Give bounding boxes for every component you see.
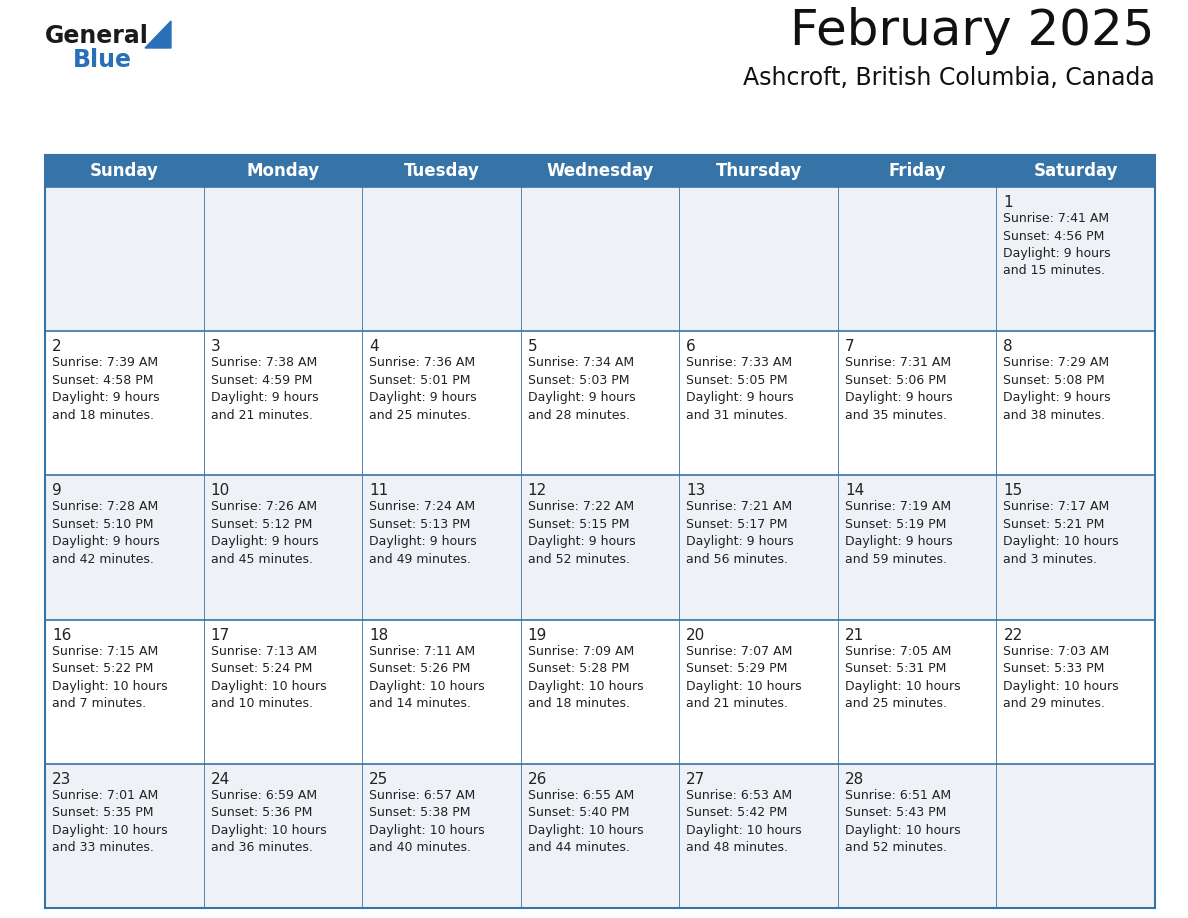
Bar <box>45 764 1155 908</box>
Text: Sunrise: 7:39 AM
Sunset: 4:58 PM
Daylight: 9 hours
and 18 minutes.: Sunrise: 7:39 AM Sunset: 4:58 PM Dayligh… <box>52 356 159 421</box>
Text: 9: 9 <box>52 484 62 498</box>
Text: Sunrise: 7:38 AM
Sunset: 4:59 PM
Daylight: 9 hours
and 21 minutes.: Sunrise: 7:38 AM Sunset: 4:59 PM Dayligh… <box>210 356 318 421</box>
Text: February 2025: February 2025 <box>790 7 1155 55</box>
Text: Ashcroft, British Columbia, Canada: Ashcroft, British Columbia, Canada <box>744 66 1155 90</box>
Text: 3: 3 <box>210 339 220 354</box>
Text: Sunrise: 7:28 AM
Sunset: 5:10 PM
Daylight: 9 hours
and 42 minutes.: Sunrise: 7:28 AM Sunset: 5:10 PM Dayligh… <box>52 500 159 565</box>
Text: Sunrise: 7:03 AM
Sunset: 5:33 PM
Daylight: 10 hours
and 29 minutes.: Sunrise: 7:03 AM Sunset: 5:33 PM Dayligh… <box>1004 644 1119 711</box>
Text: Sunday: Sunday <box>90 162 159 180</box>
Text: Sunrise: 7:11 AM
Sunset: 5:26 PM
Daylight: 10 hours
and 14 minutes.: Sunrise: 7:11 AM Sunset: 5:26 PM Dayligh… <box>369 644 485 711</box>
Text: Sunrise: 6:59 AM
Sunset: 5:36 PM
Daylight: 10 hours
and 36 minutes.: Sunrise: 6:59 AM Sunset: 5:36 PM Dayligh… <box>210 789 327 855</box>
Text: 7: 7 <box>845 339 854 354</box>
Text: General: General <box>45 24 148 48</box>
Text: Sunrise: 7:24 AM
Sunset: 5:13 PM
Daylight: 9 hours
and 49 minutes.: Sunrise: 7:24 AM Sunset: 5:13 PM Dayligh… <box>369 500 476 565</box>
Text: 8: 8 <box>1004 339 1013 354</box>
Text: 11: 11 <box>369 484 388 498</box>
Text: 13: 13 <box>687 484 706 498</box>
Text: 19: 19 <box>527 628 548 643</box>
Text: 21: 21 <box>845 628 864 643</box>
Text: Sunrise: 6:57 AM
Sunset: 5:38 PM
Daylight: 10 hours
and 40 minutes.: Sunrise: 6:57 AM Sunset: 5:38 PM Dayligh… <box>369 789 485 855</box>
Text: 12: 12 <box>527 484 546 498</box>
Text: 20: 20 <box>687 628 706 643</box>
Bar <box>45 155 1155 187</box>
Text: Sunrise: 7:34 AM
Sunset: 5:03 PM
Daylight: 9 hours
and 28 minutes.: Sunrise: 7:34 AM Sunset: 5:03 PM Dayligh… <box>527 356 636 421</box>
Text: 6: 6 <box>687 339 696 354</box>
Text: 27: 27 <box>687 772 706 787</box>
Text: Sunrise: 7:41 AM
Sunset: 4:56 PM
Daylight: 9 hours
and 15 minutes.: Sunrise: 7:41 AM Sunset: 4:56 PM Dayligh… <box>1004 212 1111 277</box>
Text: 25: 25 <box>369 772 388 787</box>
Text: Sunrise: 6:53 AM
Sunset: 5:42 PM
Daylight: 10 hours
and 48 minutes.: Sunrise: 6:53 AM Sunset: 5:42 PM Dayligh… <box>687 789 802 855</box>
Text: Sunrise: 6:51 AM
Sunset: 5:43 PM
Daylight: 10 hours
and 52 minutes.: Sunrise: 6:51 AM Sunset: 5:43 PM Dayligh… <box>845 789 960 855</box>
Text: Sunrise: 7:13 AM
Sunset: 5:24 PM
Daylight: 10 hours
and 10 minutes.: Sunrise: 7:13 AM Sunset: 5:24 PM Dayligh… <box>210 644 327 711</box>
Text: Wednesday: Wednesday <box>546 162 653 180</box>
Text: Tuesday: Tuesday <box>404 162 480 180</box>
Text: Sunrise: 7:15 AM
Sunset: 5:22 PM
Daylight: 10 hours
and 7 minutes.: Sunrise: 7:15 AM Sunset: 5:22 PM Dayligh… <box>52 644 168 711</box>
Text: Sunrise: 7:09 AM
Sunset: 5:28 PM
Daylight: 10 hours
and 18 minutes.: Sunrise: 7:09 AM Sunset: 5:28 PM Dayligh… <box>527 644 644 711</box>
Text: Sunrise: 7:21 AM
Sunset: 5:17 PM
Daylight: 9 hours
and 56 minutes.: Sunrise: 7:21 AM Sunset: 5:17 PM Dayligh… <box>687 500 794 565</box>
Text: Sunrise: 7:36 AM
Sunset: 5:01 PM
Daylight: 9 hours
and 25 minutes.: Sunrise: 7:36 AM Sunset: 5:01 PM Dayligh… <box>369 356 476 421</box>
Text: 5: 5 <box>527 339 537 354</box>
Text: Sunrise: 7:19 AM
Sunset: 5:19 PM
Daylight: 9 hours
and 59 minutes.: Sunrise: 7:19 AM Sunset: 5:19 PM Dayligh… <box>845 500 953 565</box>
Text: 18: 18 <box>369 628 388 643</box>
Text: 28: 28 <box>845 772 864 787</box>
Text: 24: 24 <box>210 772 229 787</box>
Text: Friday: Friday <box>889 162 946 180</box>
Text: Sunrise: 7:22 AM
Sunset: 5:15 PM
Daylight: 9 hours
and 52 minutes.: Sunrise: 7:22 AM Sunset: 5:15 PM Dayligh… <box>527 500 636 565</box>
Text: 14: 14 <box>845 484 864 498</box>
Text: 17: 17 <box>210 628 229 643</box>
Bar <box>45 331 1155 476</box>
Text: Sunrise: 7:29 AM
Sunset: 5:08 PM
Daylight: 9 hours
and 38 minutes.: Sunrise: 7:29 AM Sunset: 5:08 PM Dayligh… <box>1004 356 1111 421</box>
Text: Sunrise: 7:07 AM
Sunset: 5:29 PM
Daylight: 10 hours
and 21 minutes.: Sunrise: 7:07 AM Sunset: 5:29 PM Dayligh… <box>687 644 802 711</box>
Text: 16: 16 <box>52 628 71 643</box>
Text: Saturday: Saturday <box>1034 162 1118 180</box>
Text: 1: 1 <box>1004 195 1013 210</box>
Text: 23: 23 <box>52 772 71 787</box>
Bar <box>45 187 1155 331</box>
Text: Sunrise: 7:05 AM
Sunset: 5:31 PM
Daylight: 10 hours
and 25 minutes.: Sunrise: 7:05 AM Sunset: 5:31 PM Dayligh… <box>845 644 960 711</box>
Polygon shape <box>145 21 171 48</box>
Text: 26: 26 <box>527 772 548 787</box>
Text: Sunrise: 7:26 AM
Sunset: 5:12 PM
Daylight: 9 hours
and 45 minutes.: Sunrise: 7:26 AM Sunset: 5:12 PM Dayligh… <box>210 500 318 565</box>
Text: 15: 15 <box>1004 484 1023 498</box>
Text: 4: 4 <box>369 339 379 354</box>
Text: Blue: Blue <box>72 48 132 72</box>
Text: Sunrise: 7:33 AM
Sunset: 5:05 PM
Daylight: 9 hours
and 31 minutes.: Sunrise: 7:33 AM Sunset: 5:05 PM Dayligh… <box>687 356 794 421</box>
Text: Thursday: Thursday <box>715 162 802 180</box>
Text: Sunrise: 7:31 AM
Sunset: 5:06 PM
Daylight: 9 hours
and 35 minutes.: Sunrise: 7:31 AM Sunset: 5:06 PM Dayligh… <box>845 356 953 421</box>
Text: Monday: Monday <box>246 162 320 180</box>
Text: 10: 10 <box>210 484 229 498</box>
Bar <box>45 620 1155 764</box>
Text: Sunrise: 6:55 AM
Sunset: 5:40 PM
Daylight: 10 hours
and 44 minutes.: Sunrise: 6:55 AM Sunset: 5:40 PM Dayligh… <box>527 789 644 855</box>
Text: Sunrise: 7:01 AM
Sunset: 5:35 PM
Daylight: 10 hours
and 33 minutes.: Sunrise: 7:01 AM Sunset: 5:35 PM Dayligh… <box>52 789 168 855</box>
Text: 22: 22 <box>1004 628 1023 643</box>
Text: Sunrise: 7:17 AM
Sunset: 5:21 PM
Daylight: 10 hours
and 3 minutes.: Sunrise: 7:17 AM Sunset: 5:21 PM Dayligh… <box>1004 500 1119 565</box>
Text: 2: 2 <box>52 339 62 354</box>
Bar <box>45 476 1155 620</box>
